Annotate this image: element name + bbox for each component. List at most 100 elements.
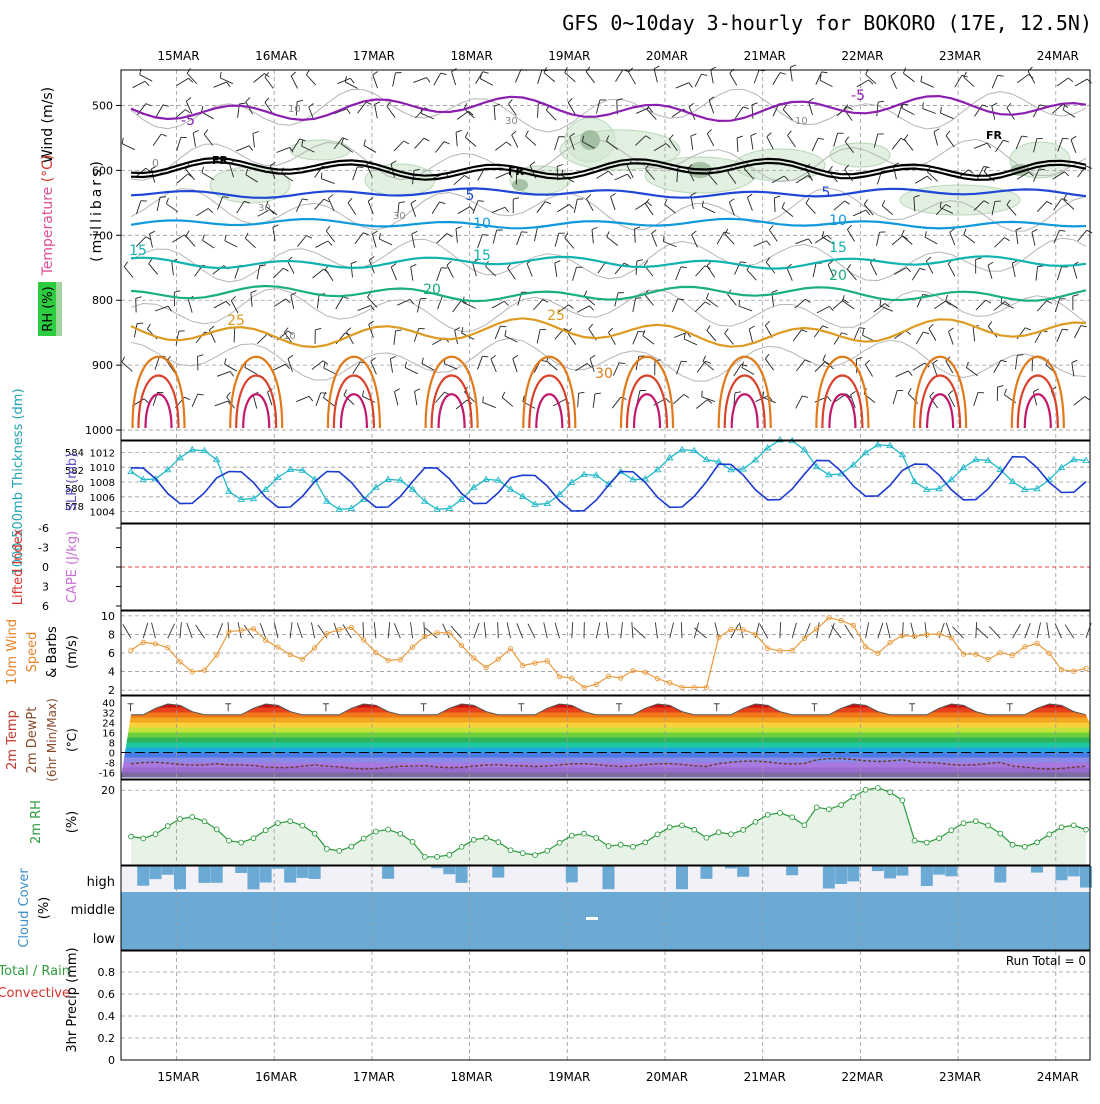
precip-tick-label: 0.2 — [98, 1032, 116, 1045]
date-label-top: 21MAR — [744, 49, 786, 63]
rh-marker — [863, 787, 868, 792]
rh-marker — [178, 817, 183, 822]
rh-marker — [337, 848, 342, 853]
rh-marker — [533, 853, 538, 858]
rh-marker — [1071, 823, 1076, 828]
cloud-gap — [586, 917, 598, 920]
rh-shade — [290, 140, 350, 160]
date-label-bottom: 16MAR — [255, 1070, 297, 1084]
rh-marker — [582, 831, 587, 836]
rh-marker — [973, 819, 978, 824]
rh-marker — [961, 821, 966, 826]
cloud-high-bar — [456, 866, 468, 883]
cloud-high-bar — [309, 866, 321, 879]
cloud-level-label: middle — [71, 903, 115, 918]
rh-marker — [716, 830, 721, 835]
wind-barb-flag — [1063, 138, 1069, 139]
lifted-index-tick-label: 0 — [42, 561, 49, 574]
rh-marker — [557, 840, 562, 845]
date-label-bottom: 20MAR — [646, 1070, 688, 1084]
cloud-axis-label: Cloud Cover — [17, 868, 32, 948]
wind-tick-label: 4 — [108, 666, 115, 679]
temperature-band — [121, 768, 1090, 773]
date-label-bottom: 23MAR — [939, 1070, 981, 1084]
cloud-high-bar — [149, 866, 161, 879]
rh-contour-label: 30 — [393, 211, 406, 222]
rh-legend-swatch — [56, 282, 62, 336]
surface-wind-barb — [363, 622, 364, 638]
cloud-high-bar — [823, 866, 835, 889]
y-tick-label: 500 — [92, 99, 113, 112]
temperature-contour-label: 10 — [473, 216, 491, 232]
rh-marker — [949, 828, 954, 833]
wind-tick-label: 2 — [108, 684, 115, 697]
wind-barb-flag — [482, 356, 488, 357]
temperature-contour-label: 5 — [822, 185, 831, 201]
lifted-index-tick-label: 3 — [42, 581, 49, 594]
wind10m-axis-label: Speed — [25, 632, 40, 673]
wind-barb-flag — [739, 300, 740, 306]
rh-marker — [900, 798, 905, 803]
rh-marker — [998, 831, 1003, 836]
date-label-bottom: 15MAR — [157, 1070, 199, 1084]
cloud-high-bar — [1056, 866, 1068, 880]
precip-total-label: Total / Rain — [0, 964, 70, 979]
rh-marker — [214, 827, 219, 832]
rh-marker — [606, 844, 611, 849]
temperature-band — [121, 773, 1090, 778]
date-label-top: 15MAR — [157, 49, 199, 63]
wind-axis-label: Wind (m/s) — [40, 87, 56, 163]
temperature-band — [121, 728, 1090, 733]
temperature-contour-label: 25 — [227, 313, 245, 329]
wind-tick-label: 8 — [108, 628, 115, 641]
slp-tick-label: 1010 — [90, 463, 115, 474]
wind-barb-flag — [521, 232, 527, 233]
rh-marker — [618, 842, 623, 847]
precip-convective-label: Convective — [0, 986, 70, 1001]
temperature-band — [121, 743, 1090, 748]
rh-marker — [729, 832, 734, 837]
date-label-top: 19MAR — [548, 49, 590, 63]
precip-tick-label: 0 — [108, 1054, 115, 1067]
rh-marker — [129, 834, 134, 839]
rh-marker — [924, 840, 929, 845]
rh-shade-dark — [512, 179, 528, 191]
rh-marker — [839, 803, 844, 808]
date-label-top: 18MAR — [451, 49, 493, 63]
cloud-high-bar — [933, 866, 945, 875]
rh-marker — [888, 790, 893, 795]
cloud-high-bar — [198, 866, 210, 883]
rh-marker — [692, 827, 697, 832]
date-label-top: 24MAR — [1037, 49, 1079, 63]
rh-marker — [753, 819, 758, 824]
temperature-contour-label: -5 — [851, 88, 865, 104]
rh-marker — [239, 840, 244, 845]
cloud-high-bar — [896, 866, 908, 876]
rh-marker — [1047, 832, 1052, 837]
wind10m-axis-label: (m/s) — [65, 635, 80, 669]
rh-marker — [631, 844, 636, 849]
date-label-bottom: 17MAR — [353, 1070, 395, 1084]
freezing-level-label: FR — [212, 154, 229, 167]
slp-tick-label: 1004 — [90, 508, 115, 519]
cloud-high-bar — [603, 866, 615, 889]
rh-contour-label: 10 — [795, 116, 808, 127]
rh-marker — [276, 821, 281, 826]
lifted-index-tick-label: -6 — [38, 522, 49, 535]
cloud-high-bar — [174, 866, 186, 889]
rh-marker — [459, 844, 464, 849]
rh-marker — [288, 819, 293, 824]
rh-marker — [349, 844, 354, 849]
cloud-high-bar — [162, 866, 174, 875]
rh-marker — [643, 840, 648, 845]
slp-tick-label: 1006 — [90, 493, 115, 504]
precip-tick-label: 0.8 — [98, 966, 116, 979]
rh-marker — [361, 836, 366, 841]
rh-marker — [422, 854, 427, 859]
date-label-bottom: 24MAR — [1037, 1070, 1079, 1084]
temperature-band — [121, 718, 1090, 723]
cloud-high-bar — [921, 866, 933, 886]
temperature-band — [121, 738, 1090, 743]
rh-marker — [324, 847, 329, 852]
rh-marker — [814, 805, 819, 810]
